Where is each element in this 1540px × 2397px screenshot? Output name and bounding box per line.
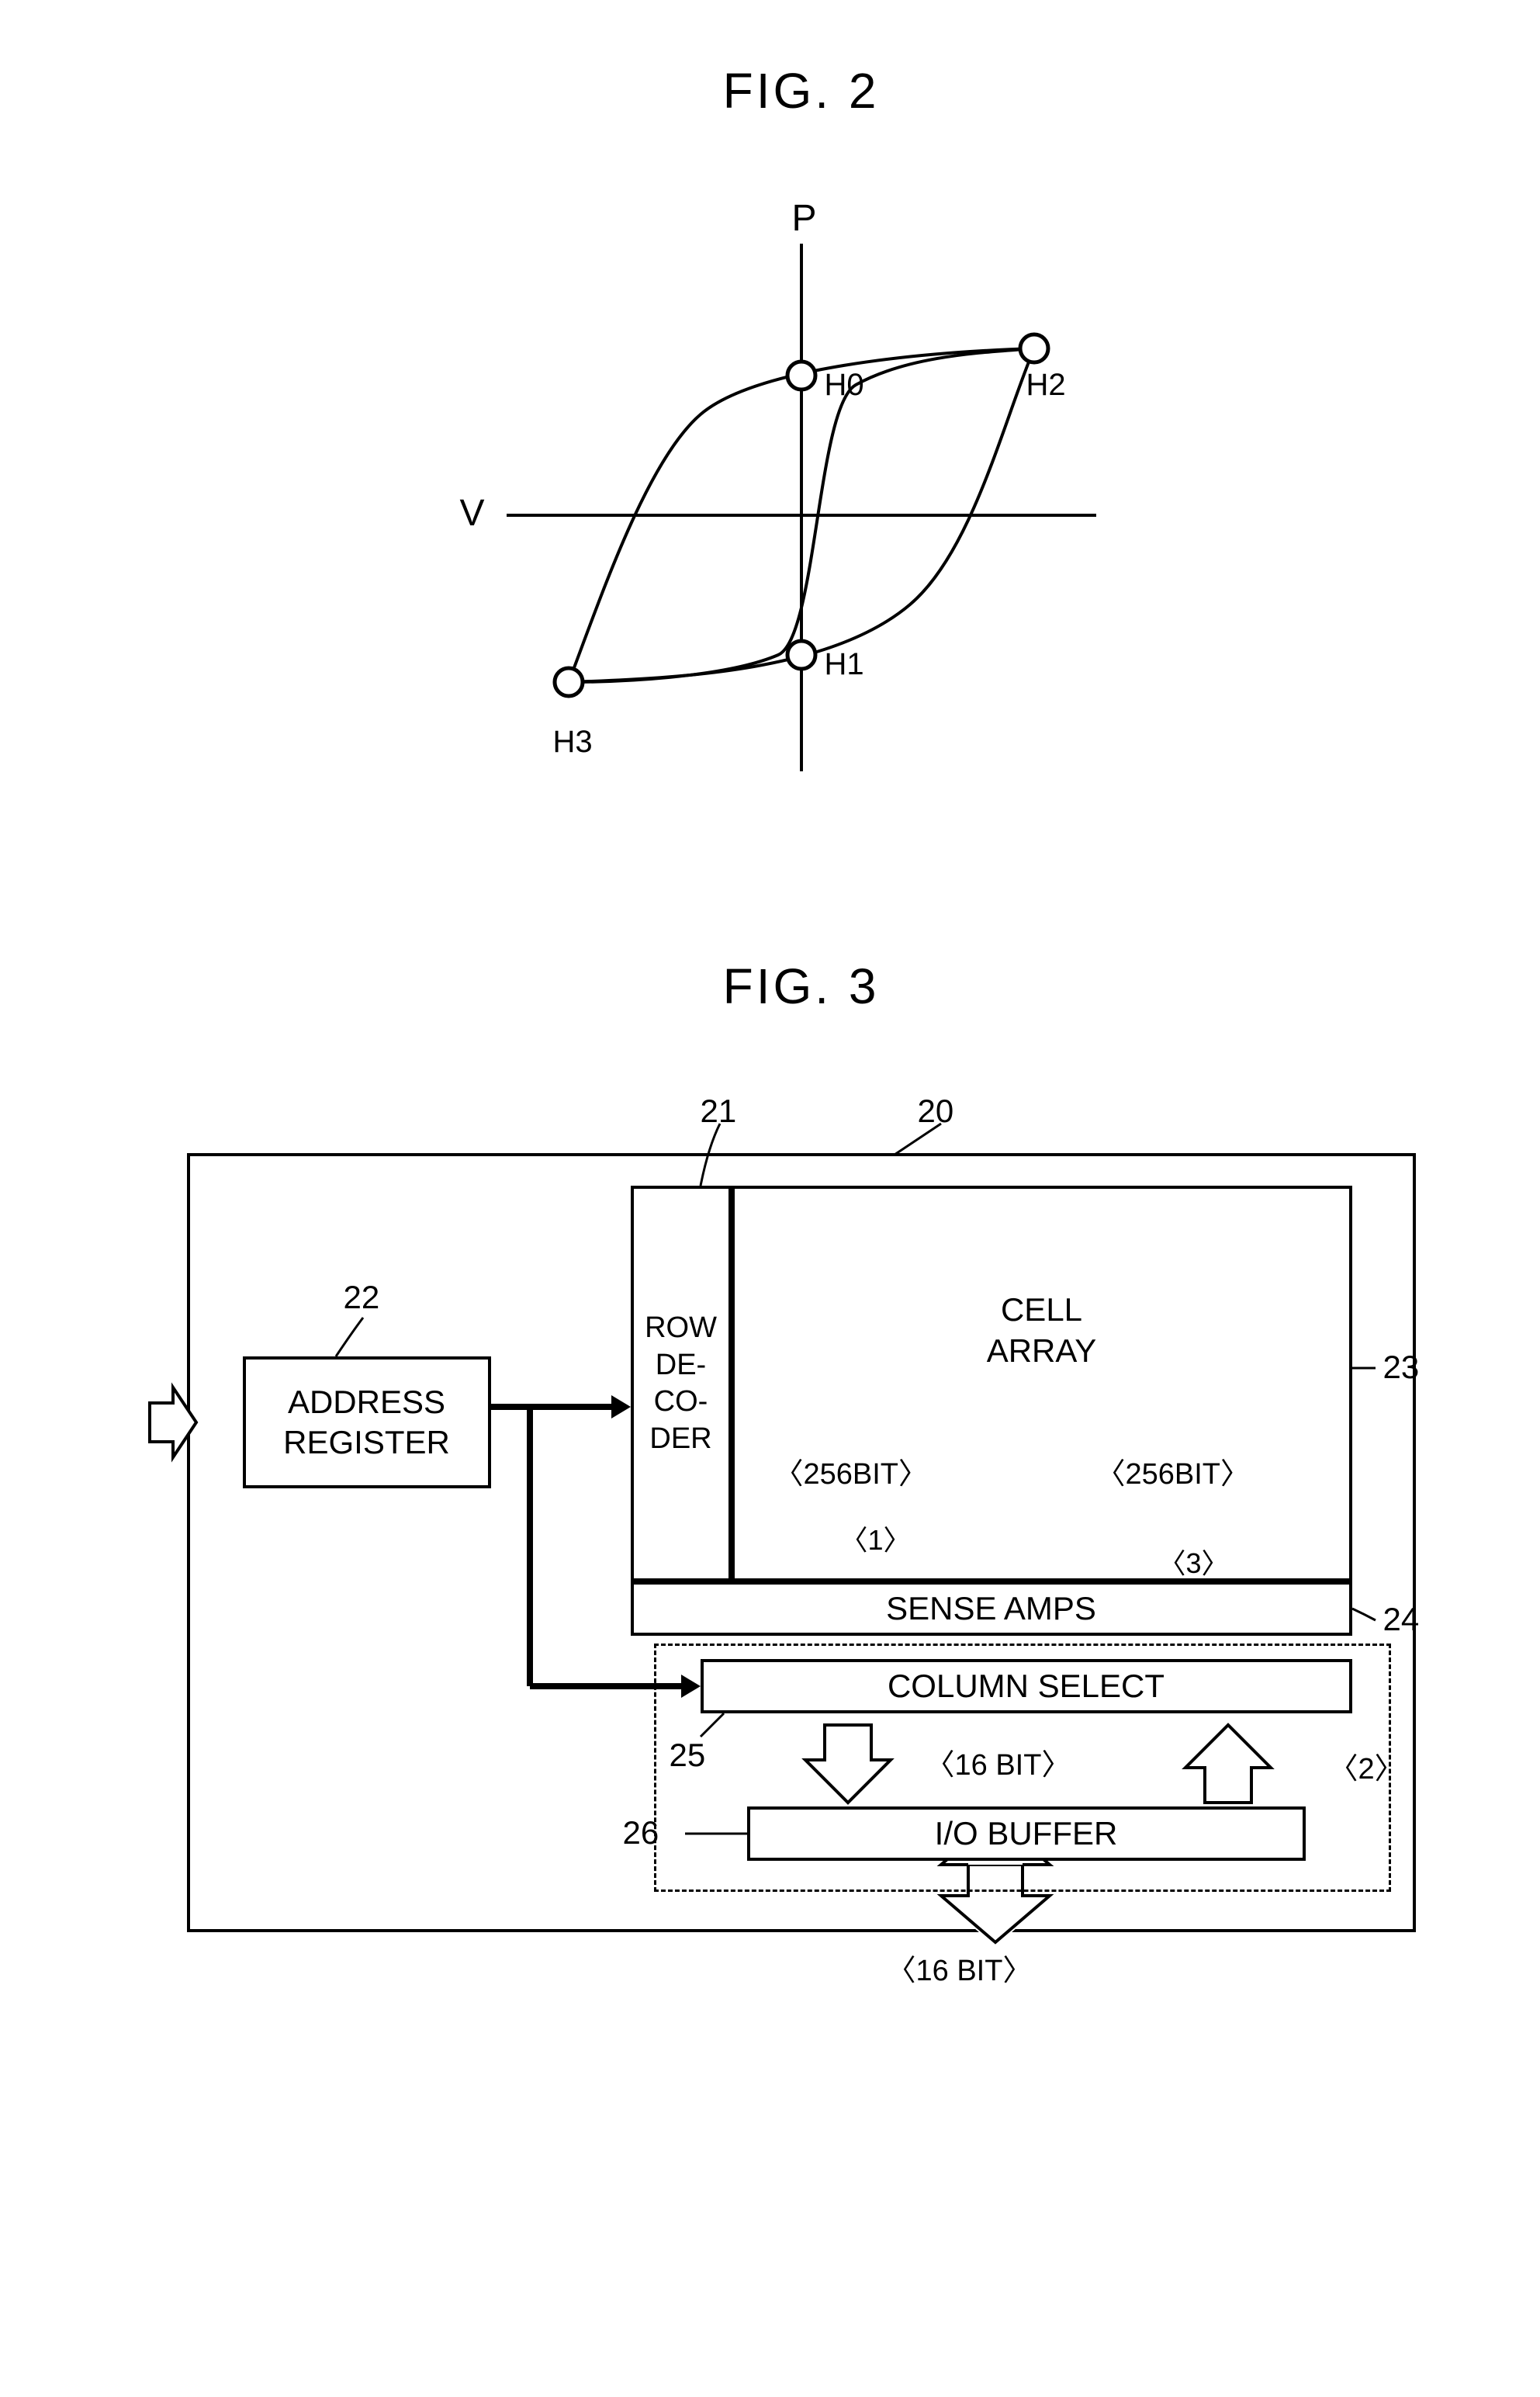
- address-register-block: ADDRESS REGISTER: [243, 1356, 491, 1488]
- cell-array-block: CELL ARRAY: [732, 1186, 1352, 1581]
- address-register-label: ADDRESS REGISTER: [283, 1382, 450, 1463]
- bits256-left: 〈256BIT〉: [774, 1450, 929, 1492]
- point-h3: [555, 668, 583, 696]
- hysteresis-svg: [414, 166, 1189, 864]
- sense-amps-block: SENSE AMPS: [631, 1581, 1352, 1636]
- fig3-title: FIG. 3: [31, 958, 1540, 1015]
- ref-23: 23: [1383, 1349, 1420, 1386]
- row-decoder-label: ROW DE- CO- DER: [645, 1310, 717, 1457]
- fig2-title: FIG. 2: [31, 62, 1540, 120]
- ref-24: 24: [1383, 1601, 1420, 1638]
- step1-label: 〈1〉: [840, 1518, 912, 1558]
- step2-label: 〈2〉: [1329, 1744, 1404, 1787]
- sense-amps-label: SENSE AMPS: [886, 1588, 1096, 1630]
- bits16-mid: 〈16 BIT〉: [926, 1741, 1071, 1783]
- h3-label: H3: [553, 725, 593, 760]
- fig2-graph: P V H0 H1 H2 H3: [414, 166, 1189, 864]
- fig3-diagram: 20 21 22 23 24 25 26 ADDRESS REGISTER RO…: [142, 1062, 1461, 1993]
- bits256-right: 〈256BIT〉: [1096, 1450, 1251, 1492]
- step3-label: 〈3〉: [1158, 1541, 1230, 1581]
- ref-22: 22: [344, 1279, 380, 1316]
- h2-label: H2: [1026, 368, 1066, 403]
- ref-20: 20: [918, 1093, 954, 1130]
- cell-array-label: CELL ARRAY: [987, 1290, 1097, 1371]
- row-decoder-block: ROW DE- CO- DER: [631, 1186, 732, 1581]
- h1-label: H1: [825, 647, 864, 682]
- ref-21: 21: [701, 1093, 737, 1130]
- point-h0: [787, 362, 815, 390]
- y-axis-label: P: [792, 197, 817, 240]
- point-h2: [1020, 334, 1048, 362]
- h0-label: H0: [825, 368, 864, 403]
- bits16-out: 〈16 BIT〉: [887, 1946, 1033, 1989]
- point-h1: [787, 641, 815, 669]
- x-axis-label: V: [460, 492, 485, 535]
